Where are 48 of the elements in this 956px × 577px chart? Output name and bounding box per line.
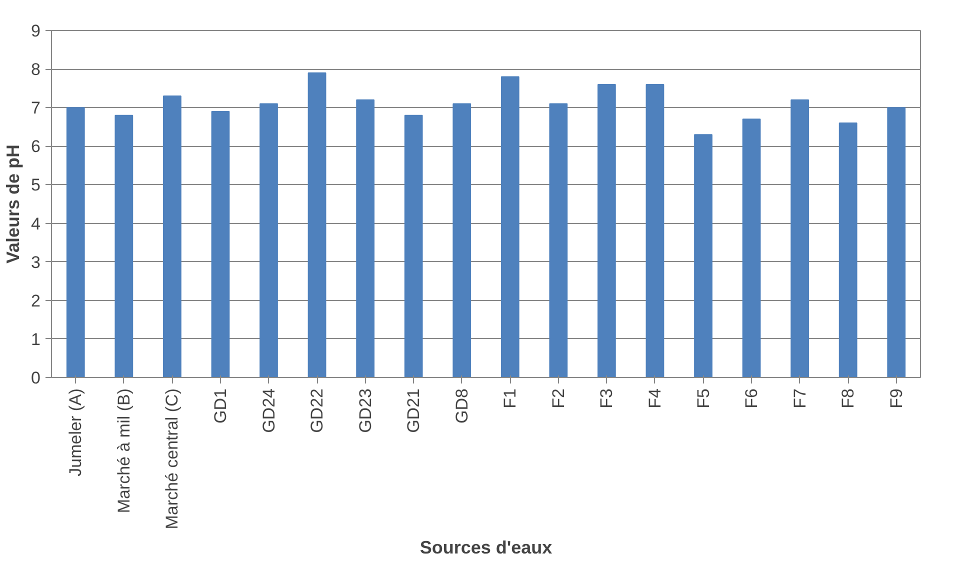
x-tick-label: F6 xyxy=(742,388,762,408)
x-tick-label: GD1 xyxy=(210,388,230,424)
bar xyxy=(452,103,472,378)
y-tick-label: 7 xyxy=(31,98,41,118)
y-tick-label: 3 xyxy=(31,252,41,272)
bar xyxy=(163,96,182,378)
x-tick-label: GD23 xyxy=(356,388,375,433)
x-tick-label: GD21 xyxy=(404,388,424,433)
x-tick-label: Marché à mil (B) xyxy=(114,388,134,514)
y-tick-label: 8 xyxy=(31,60,41,80)
x-tick-label: F3 xyxy=(597,388,616,408)
bar xyxy=(211,110,230,378)
bar xyxy=(838,122,858,378)
x-axis-title: Sources d'eaux xyxy=(420,537,552,558)
bar xyxy=(887,107,906,378)
bar xyxy=(404,114,423,378)
bar xyxy=(260,103,278,378)
bar xyxy=(114,114,134,378)
x-tick-label: F8 xyxy=(838,388,858,408)
y-tick-label: 2 xyxy=(31,291,41,310)
bar xyxy=(742,118,761,378)
x-tick-label: F7 xyxy=(790,388,810,408)
bar xyxy=(790,99,809,378)
bar xyxy=(694,134,712,378)
bar xyxy=(598,84,616,378)
y-tick-label: 9 xyxy=(31,22,41,40)
y-tick-label: 1 xyxy=(31,330,41,349)
x-tick-label: GD22 xyxy=(308,388,327,433)
y-tick-label: 5 xyxy=(31,176,41,195)
bar xyxy=(356,99,374,378)
y-tick-label: 0 xyxy=(31,368,41,388)
x-tick-label: GD8 xyxy=(452,388,472,424)
x-tick-label: F2 xyxy=(548,388,568,408)
bar xyxy=(66,107,85,378)
x-tick-label: F9 xyxy=(886,388,906,408)
x-tick-label: F5 xyxy=(694,388,713,408)
bar xyxy=(646,84,664,378)
x-tick-label: F1 xyxy=(500,388,520,408)
x-tick-label: F4 xyxy=(645,388,664,408)
y-axis-title: Valeurs de pH xyxy=(3,144,24,264)
bar xyxy=(549,103,568,378)
x-tick-label: GD24 xyxy=(259,388,278,433)
x-tick-label: Jumeler (A) xyxy=(66,388,86,476)
bar xyxy=(308,72,326,378)
bar xyxy=(500,76,520,378)
x-tick-label: Marché central (C) xyxy=(162,388,182,530)
y-tick-label: 4 xyxy=(31,214,41,234)
y-tick-label: 6 xyxy=(31,137,41,156)
